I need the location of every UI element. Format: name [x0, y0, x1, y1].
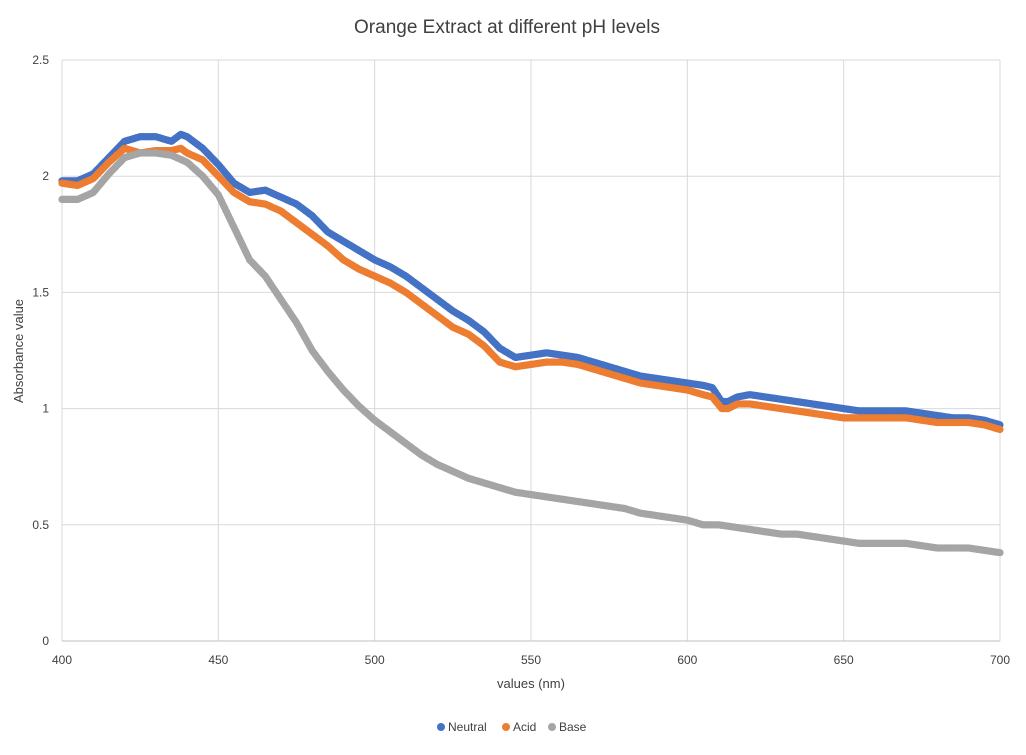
legend-marker: [437, 723, 445, 731]
x-tick-label: 500: [365, 653, 385, 667]
x-tick-label: 600: [677, 653, 697, 667]
data-point: [996, 549, 1004, 557]
x-tick-label: 400: [52, 653, 72, 667]
y-axis: 0 0.5 1 1.5 2 2.5: [32, 53, 49, 648]
legend: Neutral Acid Base: [437, 720, 587, 734]
legend-item-base: Base: [548, 720, 587, 734]
x-tick-label: 650: [834, 653, 854, 667]
legend-label: Acid: [513, 720, 536, 734]
x-tick-label: 550: [521, 653, 541, 667]
y-tick-label: 1: [42, 402, 49, 416]
series-acid: [58, 144, 1004, 434]
series-layer: [58, 130, 1004, 557]
legend-item-neutral: Neutral: [437, 720, 487, 734]
y-tick-label: 2: [42, 169, 49, 183]
chart-title: Orange Extract at different pH levels: [354, 17, 660, 38]
legend-label: Base: [559, 720, 587, 734]
y-tick-label: 1.5: [32, 285, 49, 299]
legend-label: Neutral: [448, 720, 487, 734]
legend-marker: [548, 723, 556, 731]
data-point: [996, 425, 1004, 434]
legend-item-acid: Acid: [502, 720, 536, 734]
x-tick-label: 450: [208, 653, 228, 667]
series-base: [58, 149, 1004, 557]
y-tick-label: 2.5: [32, 53, 49, 67]
y-axis-label: Absorbance value: [11, 299, 26, 403]
grid-lines: [61, 59, 1001, 642]
y-tick-label: 0: [42, 634, 49, 648]
legend-marker: [502, 723, 510, 731]
x-tick-label: 700: [990, 653, 1010, 667]
y-tick-label: 0.5: [32, 518, 49, 532]
x-axis: 400 450 500 550 600 650 700: [52, 653, 1010, 667]
x-axis-label: values (nm): [497, 676, 565, 691]
